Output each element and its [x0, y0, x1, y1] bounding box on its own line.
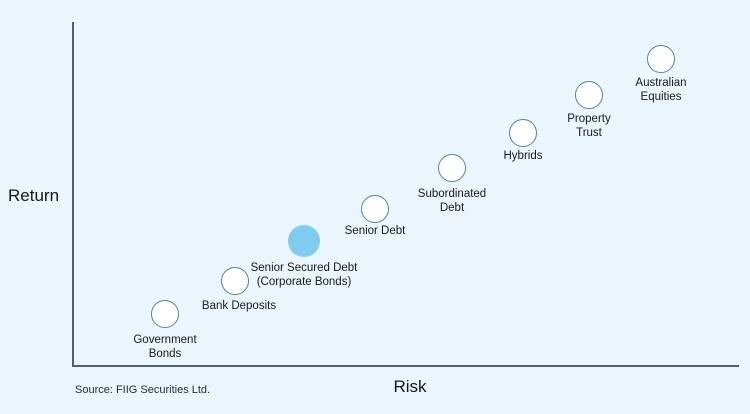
data-point-label: Government Bonds — [133, 334, 197, 360]
data-point — [151, 300, 179, 328]
data-point — [221, 267, 249, 295]
y-axis-label: Return — [8, 186, 60, 205]
y-axis-line — [72, 22, 74, 367]
data-point — [647, 45, 675, 73]
x-axis-label: Risk — [393, 377, 427, 396]
data-point — [361, 195, 389, 223]
data-point-label: Subordinated Debt — [417, 188, 487, 214]
data-point-label: Senior Debt — [344, 225, 406, 237]
data-point — [575, 81, 603, 109]
data-point — [438, 154, 466, 182]
data-point-label: Australian Equities — [635, 77, 687, 103]
data-point-label: Property Trust — [567, 113, 611, 139]
data-point-label: Bank Deposits — [201, 300, 277, 312]
data-point — [509, 119, 537, 147]
data-point-label: Hybrids — [503, 150, 543, 162]
data-point-label: Senior Secured Debt (Corporate Bonds) — [250, 262, 358, 288]
x-axis-line — [72, 365, 739, 367]
source-note: Source: FIIG Securities Ltd. — [75, 384, 211, 396]
data-point — [288, 225, 320, 257]
